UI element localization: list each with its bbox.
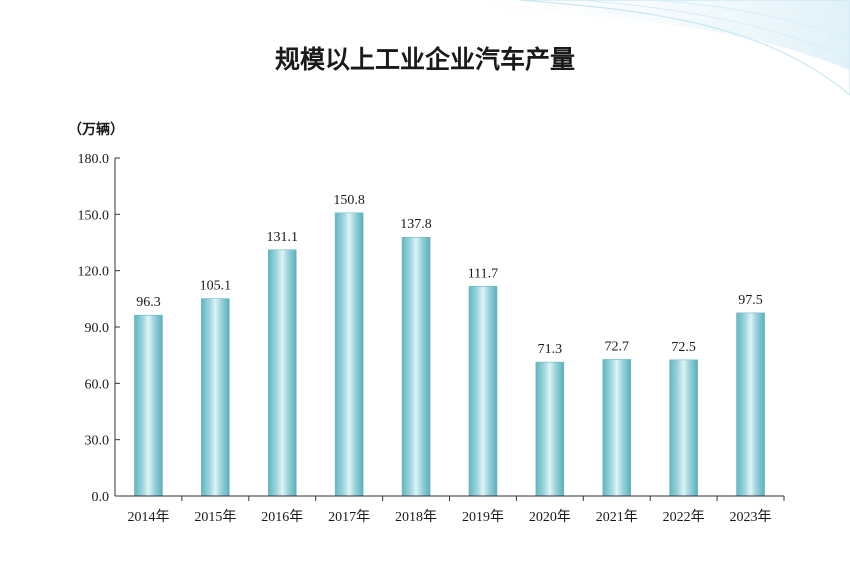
y-axis-unit-label: （万辆） xyxy=(68,121,124,138)
x-category-label: 2019年 xyxy=(462,509,504,525)
bar xyxy=(334,212,364,497)
bar xyxy=(267,249,297,497)
x-category-label: 2020年 xyxy=(529,509,571,525)
y-tick-label: 0.0 xyxy=(92,490,110,505)
bar xyxy=(602,359,632,497)
bar xyxy=(736,312,765,497)
data-label: 72.7 xyxy=(605,339,630,354)
bar xyxy=(468,285,498,497)
x-category-label: 2014年 xyxy=(127,509,169,525)
data-label: 111.7 xyxy=(468,266,498,281)
decorative-wave xyxy=(430,0,850,96)
data-label: 96.3 xyxy=(136,295,161,310)
y-axis: 0.0 30.0 60.0 90.0 120.0 150.0 180.0 xyxy=(78,152,120,505)
data-label: 72.5 xyxy=(671,340,696,355)
y-tick-label: 180.0 xyxy=(78,152,110,167)
y-tick-label: 60.0 xyxy=(85,377,110,392)
bar xyxy=(134,314,163,497)
x-category-label: 2023年 xyxy=(730,509,772,525)
x-category-label: 2018年 xyxy=(395,509,437,525)
bar xyxy=(535,361,565,497)
data-label: 137.8 xyxy=(400,217,432,232)
chart-title: 规模以上工业企业汽车产量 xyxy=(275,45,575,74)
bars: 96.3 105.1 131.1 150.8 137.8 111.7 71.3 72.7 72.… xyxy=(134,193,765,497)
data-label: 150.8 xyxy=(333,193,365,208)
y-tick-label: 90.0 xyxy=(85,321,110,336)
data-label: 131.1 xyxy=(267,230,299,245)
bar xyxy=(401,236,431,497)
y-tick-label: 120.0 xyxy=(78,265,110,280)
data-label: 97.5 xyxy=(738,293,763,308)
data-label: 105.1 xyxy=(200,279,232,294)
x-category-label: 2016年 xyxy=(261,509,303,525)
x-category-label: 2015年 xyxy=(194,509,236,525)
y-tick-label: 150.0 xyxy=(78,208,110,223)
x-category-label: 2021年 xyxy=(596,509,638,525)
bar xyxy=(669,359,698,497)
data-label: 71.3 xyxy=(538,342,563,357)
x-axis: 2014年 2015年 2016年 2017年 2018年 2019年 2020年 2021年… xyxy=(127,496,785,525)
bar xyxy=(201,298,230,497)
x-category-label: 2022年 xyxy=(663,509,705,525)
y-tick-label: 30.0 xyxy=(85,434,110,449)
x-category-label: 2017年 xyxy=(328,509,370,525)
